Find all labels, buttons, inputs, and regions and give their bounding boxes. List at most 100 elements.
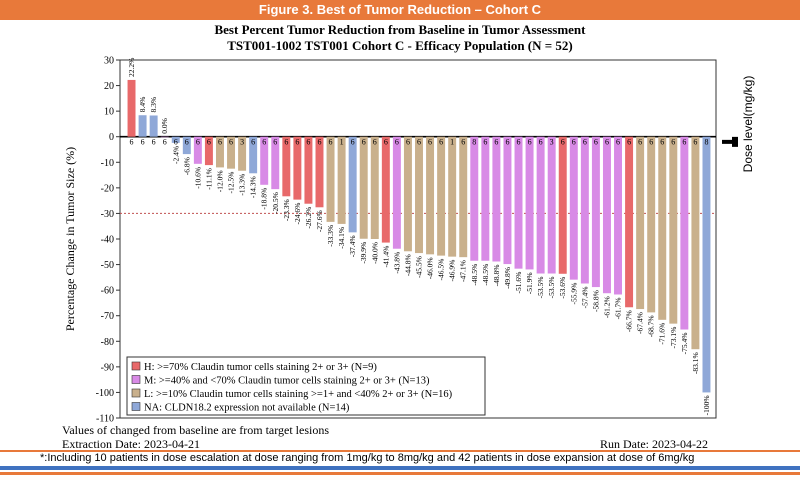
legend-label: L: >=10% Claudin tumor cells staining >=… xyxy=(144,389,453,400)
y-tick-label: 0 xyxy=(109,132,114,143)
dose-label: 6 xyxy=(605,138,609,147)
bar xyxy=(282,136,291,197)
dose-label: 6 xyxy=(505,138,509,147)
dose-level-label: Dose level(mg/kg) xyxy=(741,76,755,173)
data-label: -45.5% xyxy=(415,256,424,278)
bar xyxy=(702,136,711,393)
data-label: -48.8% xyxy=(492,265,501,287)
bar xyxy=(238,136,247,171)
data-label: -18.8% xyxy=(260,188,269,210)
y-tick-label: 10 xyxy=(104,107,114,118)
dose-label: 3 xyxy=(550,138,554,147)
bar xyxy=(304,136,313,204)
data-label: -51.9% xyxy=(525,272,534,294)
bar xyxy=(160,136,169,138)
data-label: -68.7% xyxy=(647,315,656,337)
dose-label: 6 xyxy=(638,138,642,147)
bar xyxy=(227,136,236,169)
bar xyxy=(293,136,302,200)
dose-label: 6 xyxy=(218,138,222,147)
bar xyxy=(437,136,446,256)
y-tick-label: 30 xyxy=(104,56,114,67)
dose-label: 6 xyxy=(517,138,521,147)
bar xyxy=(602,136,611,294)
data-label: -26.2% xyxy=(304,207,313,229)
data-label: -57.4% xyxy=(580,286,589,308)
y-tick-label: 20 xyxy=(104,81,114,92)
dose-label: 3 xyxy=(240,138,244,147)
dose-label: 6 xyxy=(273,138,277,147)
values-note: Values of changed from baseline are from… xyxy=(62,423,330,437)
bar xyxy=(514,136,523,269)
data-label: -67.4% xyxy=(636,312,645,334)
dose-label: 8 xyxy=(472,138,476,147)
dose-label: 6 xyxy=(284,138,288,147)
dose-label: 6 xyxy=(351,138,355,147)
dose-label: 6 xyxy=(461,138,465,147)
data-label: -75.4% xyxy=(680,333,689,355)
dose-label: 6 xyxy=(417,138,421,147)
bar xyxy=(337,136,346,224)
y-tick-label: -70 xyxy=(101,311,114,322)
data-label: 0.0% xyxy=(160,118,169,134)
data-label: -48.5% xyxy=(481,264,490,286)
dose-arrow-icon xyxy=(722,136,738,147)
dose-label: 6 xyxy=(561,138,565,147)
dose-label: 6 xyxy=(395,138,399,147)
dose-label: 6 xyxy=(251,138,255,147)
dose-label: 6 xyxy=(693,138,697,147)
data-label: -48.5% xyxy=(470,264,479,286)
data-label: -61.2% xyxy=(602,296,611,318)
data-label: -37.4% xyxy=(348,235,357,257)
data-label: 22.2% xyxy=(127,58,136,77)
y-tick-label: -20 xyxy=(101,183,114,194)
data-label: -55.9% xyxy=(569,283,578,305)
data-label: -66.7% xyxy=(625,310,634,332)
dose-label: 6 xyxy=(229,138,233,147)
y-tick-label: -90 xyxy=(101,362,114,373)
data-label: -2.4% xyxy=(171,146,180,164)
extraction-date: Extraction Date: 2023-04-21 xyxy=(62,437,200,451)
bar xyxy=(591,136,600,288)
data-label: -44.8% xyxy=(403,254,412,276)
data-label: -10.6% xyxy=(193,167,202,189)
dose-label: 6 xyxy=(174,138,178,147)
data-label: -24.6% xyxy=(293,203,302,225)
bar xyxy=(403,136,412,252)
bar xyxy=(216,136,224,168)
data-label: -12.0% xyxy=(215,170,224,192)
data-label: 8.3% xyxy=(149,97,158,113)
bar xyxy=(614,136,622,295)
bar xyxy=(525,136,534,270)
legend-swatch xyxy=(131,361,141,371)
legend-swatch xyxy=(131,388,141,398)
bar xyxy=(370,136,379,239)
bar xyxy=(193,136,202,164)
y-tick-label: -30 xyxy=(101,209,114,220)
data-label: 8.4% xyxy=(138,97,147,113)
bar xyxy=(171,136,180,143)
bar xyxy=(381,136,390,243)
dose-label: 6 xyxy=(384,138,388,147)
bar xyxy=(636,136,645,310)
data-label: -23.3% xyxy=(282,199,291,221)
bar xyxy=(326,136,335,222)
data-label: -6.8% xyxy=(182,157,191,175)
bar xyxy=(149,115,158,137)
bar xyxy=(536,136,545,274)
bar xyxy=(658,136,667,320)
bar xyxy=(138,115,147,137)
bar xyxy=(470,136,479,261)
dose-label: 1 xyxy=(340,138,344,147)
dose-label: 6 xyxy=(627,138,631,147)
dose-label: 6 xyxy=(130,138,134,147)
chart-subtitle: TST001-1002 TST001 Cohort C - Efficacy P… xyxy=(227,38,573,53)
dose-label: 6 xyxy=(428,138,432,147)
dose-label: 6 xyxy=(572,138,576,147)
divider-orange xyxy=(0,450,800,452)
legend-swatch xyxy=(131,375,141,384)
data-label: -46.0% xyxy=(426,257,435,279)
bar xyxy=(249,136,258,174)
bar xyxy=(348,136,357,233)
